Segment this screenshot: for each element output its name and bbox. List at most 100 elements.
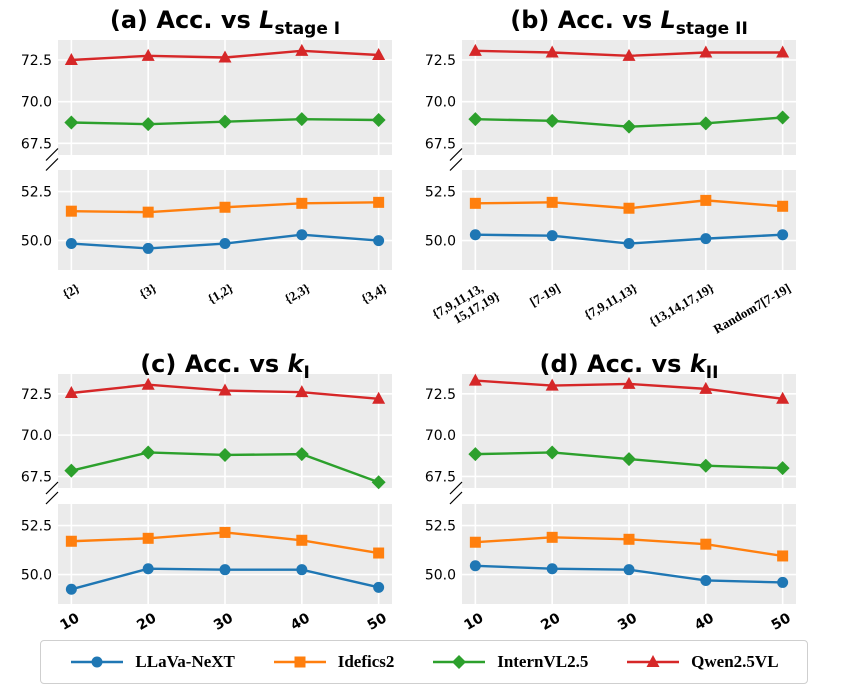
x-tick-label: {1,2}: [205, 280, 235, 306]
data-point: [373, 581, 385, 593]
data-point: [65, 535, 77, 547]
chart-panel-2: 72.5 70.0 67.5 52.5 50.0 {7,9,11,13,15,17,19}…: [425, 6, 796, 337]
data-point: [777, 200, 789, 212]
series-qwen2-5vl: [64, 43, 386, 65]
data-point: [372, 48, 386, 60]
x-tick-label-line: [7-19]: [527, 280, 563, 309]
data-point: [469, 536, 481, 548]
series-llava-next: [65, 563, 385, 595]
chart-title-subscript: stage II: [676, 19, 748, 39]
x-tick-label-line: Random7[7-19]: [711, 280, 794, 336]
data-point: [373, 547, 385, 559]
x-tick-label: {13,14,17,19}: [646, 280, 716, 329]
chart-title-prefix: (b) Acc. vs: [510, 6, 660, 34]
series-idefics2: [469, 531, 789, 562]
x-tick-label-line: 50: [365, 610, 390, 634]
data-point: [65, 238, 77, 250]
y-tick-label: 52.5: [21, 519, 52, 535]
y-tick-label: 72.5: [425, 387, 456, 403]
data-point: [295, 385, 309, 398]
y-tick-label: 50.0: [21, 568, 52, 584]
x-tick-label: [7-19]: [527, 280, 563, 309]
chart-panel-4: 72.5 70.0 67.5 52.5 50.0 10 20 30 40 50 (d) Acc. v…: [425, 350, 796, 634]
legend-marker: [91, 656, 103, 668]
chart-title-subscript: II: [706, 363, 719, 383]
data-point: [468, 373, 482, 386]
x-tick-label: {2}: [60, 280, 82, 301]
data-point: [65, 583, 77, 595]
x-tick-label: {3}: [137, 280, 159, 301]
data-point: [373, 235, 385, 247]
x-tick-label: {2,3}: [282, 280, 312, 306]
y-tick-label: 52.5: [425, 519, 456, 535]
series-llava-next: [65, 229, 385, 254]
data-point: [622, 48, 636, 61]
data-point: [775, 461, 790, 476]
data-point: [219, 564, 231, 576]
data-point: [64, 115, 79, 130]
x-tick-label-line: 10: [461, 610, 486, 634]
y-tick-label: 72.5: [425, 53, 456, 69]
data-point: [64, 53, 78, 65]
series-qwen2-5vl: [468, 43, 790, 61]
x-tick-label-line: {3,4}: [359, 280, 389, 306]
data-point: [218, 114, 232, 129]
x-tick-label-line: {3}: [137, 280, 159, 301]
data-point: [469, 560, 481, 572]
data-point: [296, 197, 308, 209]
x-tick-label: {7,9,11,13}: [582, 280, 640, 322]
data-point: [141, 445, 156, 460]
data-point: [142, 532, 154, 544]
data-point: [218, 50, 232, 63]
series-internvl2-5: [468, 110, 790, 134]
legend-item-qwen: Qwen2.5VL: [625, 652, 779, 672]
legend-marker: [452, 655, 467, 669]
axis-break-mark: [45, 158, 59, 171]
chart-title-prefix: (a) Acc. vs: [110, 6, 259, 34]
data-point: [64, 463, 79, 478]
x-tick-label: {3,4}: [359, 280, 389, 306]
series-internvl2-5: [64, 112, 386, 132]
data-point: [622, 376, 636, 389]
y-tick-label: 70.0: [425, 428, 456, 444]
chart-title-variable: L: [259, 6, 274, 34]
series-idefics2: [65, 196, 385, 218]
data-point: [623, 564, 635, 576]
data-point: [218, 383, 232, 396]
data-point: [371, 113, 386, 127]
chart-title-subscript: stage I: [274, 19, 340, 39]
axis-break-mark: [449, 491, 463, 505]
x-tick-label-line: {1,2}: [205, 280, 235, 306]
data-point: [622, 119, 636, 134]
data-point: [469, 197, 481, 209]
legend: LLaVa-NeXT Idefics2 InternVL2.5 Qwen2.5V…: [40, 640, 808, 684]
data-point: [623, 238, 635, 250]
axis-break-mark: [45, 491, 59, 505]
y-tick-label: 67.5: [425, 136, 456, 152]
data-point: [373, 196, 385, 208]
data-point: [141, 117, 156, 132]
data-point: [700, 574, 712, 586]
data-point: [545, 445, 560, 460]
data-point: [699, 45, 713, 58]
data-point: [777, 229, 789, 241]
legend-label: LLaVa-NeXT: [135, 652, 235, 671]
data-point: [219, 238, 231, 250]
x-tick-label-line: 30: [615, 610, 640, 634]
x-tick-label-line: 50: [769, 610, 794, 634]
data-point: [700, 194, 712, 206]
chart-title: (d) Acc. vs kII: [540, 350, 719, 383]
legend-label: Qwen2.5VL: [691, 652, 779, 671]
legend-label: Idefics2: [337, 652, 395, 671]
data-point: [777, 576, 789, 588]
y-tick-label: 72.5: [21, 387, 52, 403]
chart-panel-1: 72.5 70.0 67.5 52.5 50.0 {2} {3} {1,2} {2,3} {3,4…: [21, 6, 392, 307]
chart-panel-3: 72.5 70.0 67.5 52.5 50.0 10 20 30 40 50 (c) Acc. v…: [21, 350, 392, 634]
axis-break-mark: [449, 481, 463, 495]
data-point: [468, 112, 483, 127]
x-tick-label-line: 20: [134, 610, 159, 634]
y-tick-label: 52.5: [425, 185, 456, 201]
legend-item-idefics: Idefics2: [272, 652, 395, 672]
data-point: [141, 377, 155, 390]
data-point: [294, 447, 309, 462]
